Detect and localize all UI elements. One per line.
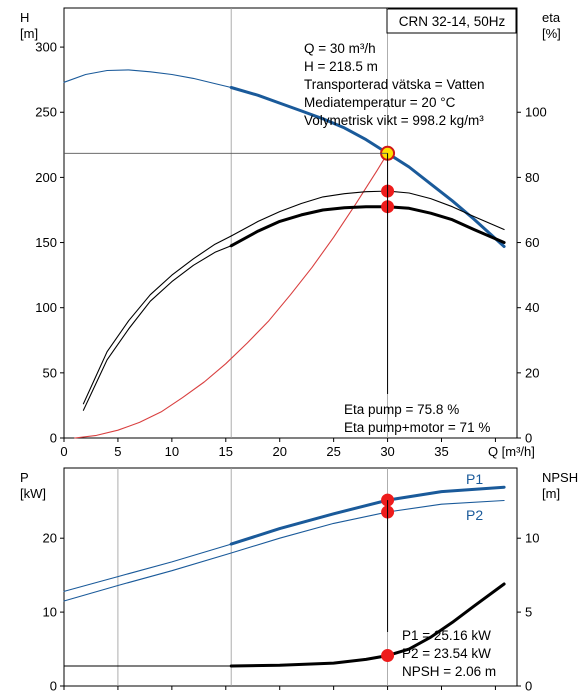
xtick-label-0-8: Q [m³/h] <box>488 444 535 459</box>
series-line-0-1 <box>229 86 506 248</box>
data-marker-1-2 <box>381 649 395 663</box>
series-line-1-2 <box>63 499 505 602</box>
ytick-label-left-1-0: 0 <box>50 679 57 694</box>
xtick-label-0-0: 0 <box>60 444 67 459</box>
eta-annotation-1: Eta pump+motor = 71 % <box>344 420 490 435</box>
ytick-label-left-0-2: 100 <box>35 300 57 315</box>
ylabel-right-1-line1: NPSH <box>542 470 578 485</box>
series-line-1-0 <box>63 543 232 592</box>
ytick-label-left-1-2: 20 <box>43 531 57 546</box>
info-line-3: Mediatemperatur = 20 °C <box>304 95 456 110</box>
series-line-0-6 <box>229 205 506 248</box>
ytick-label-right-0-0: 0 <box>525 431 532 446</box>
chart-title: CRN 32-14, 50Hz <box>399 14 506 29</box>
series-line-0-4 <box>230 190 505 237</box>
ytick-label-right-1-2: 10 <box>525 531 539 546</box>
ytick-label-right-1-1: 5 <box>525 605 532 620</box>
power-annotation-0: P1 = 25.16 kW <box>402 628 491 643</box>
xtick-label-0-1: 5 <box>114 444 121 459</box>
ytick-label-left-0-6: 300 <box>35 40 57 55</box>
ylabel-left-0-line1: H <box>20 10 29 25</box>
series-line-0-3 <box>82 235 232 405</box>
ytick-label-left-0-0: 0 <box>50 431 57 446</box>
power-annotation-1: P2 = 23.54 kW <box>402 646 491 661</box>
info-line-2: Transporterad vätska = Vatten <box>304 77 484 92</box>
series-line-0-0 <box>63 69 232 89</box>
title-box <box>386 8 517 34</box>
ylabel-left-0-line2: [m] <box>20 26 38 41</box>
ytick-label-left-0-4: 200 <box>35 170 57 185</box>
ylabel-right-1-line2: [m] <box>542 486 560 501</box>
ylabel-right-0-line2: [%] <box>542 26 561 41</box>
info-line-1: H = 218.5 m <box>304 59 378 74</box>
ytick-label-left-0-3: 150 <box>35 235 57 250</box>
ytick-label-right-0-5: 100 <box>525 105 547 120</box>
ytick-label-right-0-4: 80 <box>525 170 539 185</box>
series-line-0-5 <box>82 245 232 411</box>
ytick-label-left-0-1: 50 <box>43 365 57 380</box>
power-annotation-2: NPSH = 2.06 m <box>402 664 496 679</box>
xtick-label-0-5: 25 <box>326 444 340 459</box>
series-line-1-4 <box>229 582 506 668</box>
series-line-0-2 <box>74 152 389 439</box>
xtick-label-0-6: 30 <box>380 444 394 459</box>
ytick-label-left-0-5: 250 <box>35 105 57 120</box>
xtick-label-0-7: 35 <box>434 444 448 459</box>
ytick-label-right-0-2: 40 <box>525 300 539 315</box>
ytick-label-right-0-1: 20 <box>525 365 539 380</box>
xtick-label-0-2: 10 <box>165 444 179 459</box>
info-line-0: Q = 30 m³/h <box>304 41 376 56</box>
ylabel-right-0-line1: eta <box>542 10 561 25</box>
ytick-label-right-1-0: 0 <box>525 679 532 694</box>
info-line-4: Volymetrisk vikt = 998.2 kg/m³ <box>304 113 484 128</box>
plot-frame-1 <box>63 467 518 687</box>
ytick-label-right-0-3: 60 <box>525 235 539 250</box>
series-label-p1: P1 <box>466 471 483 487</box>
series-line-1-1 <box>229 485 506 546</box>
ylabel-left-1-line2: [kW] <box>20 486 46 501</box>
eta-annotation-0: Eta pump = 75.8 % <box>344 402 459 417</box>
series-label-p2: P2 <box>466 507 483 523</box>
ytick-label-left-1-1: 10 <box>43 605 57 620</box>
xtick-label-0-4: 20 <box>272 444 286 459</box>
xtick-label-0-3: 15 <box>219 444 233 459</box>
ylabel-left-1-line1: P <box>20 470 29 485</box>
plot-frame-0 <box>63 7 518 439</box>
